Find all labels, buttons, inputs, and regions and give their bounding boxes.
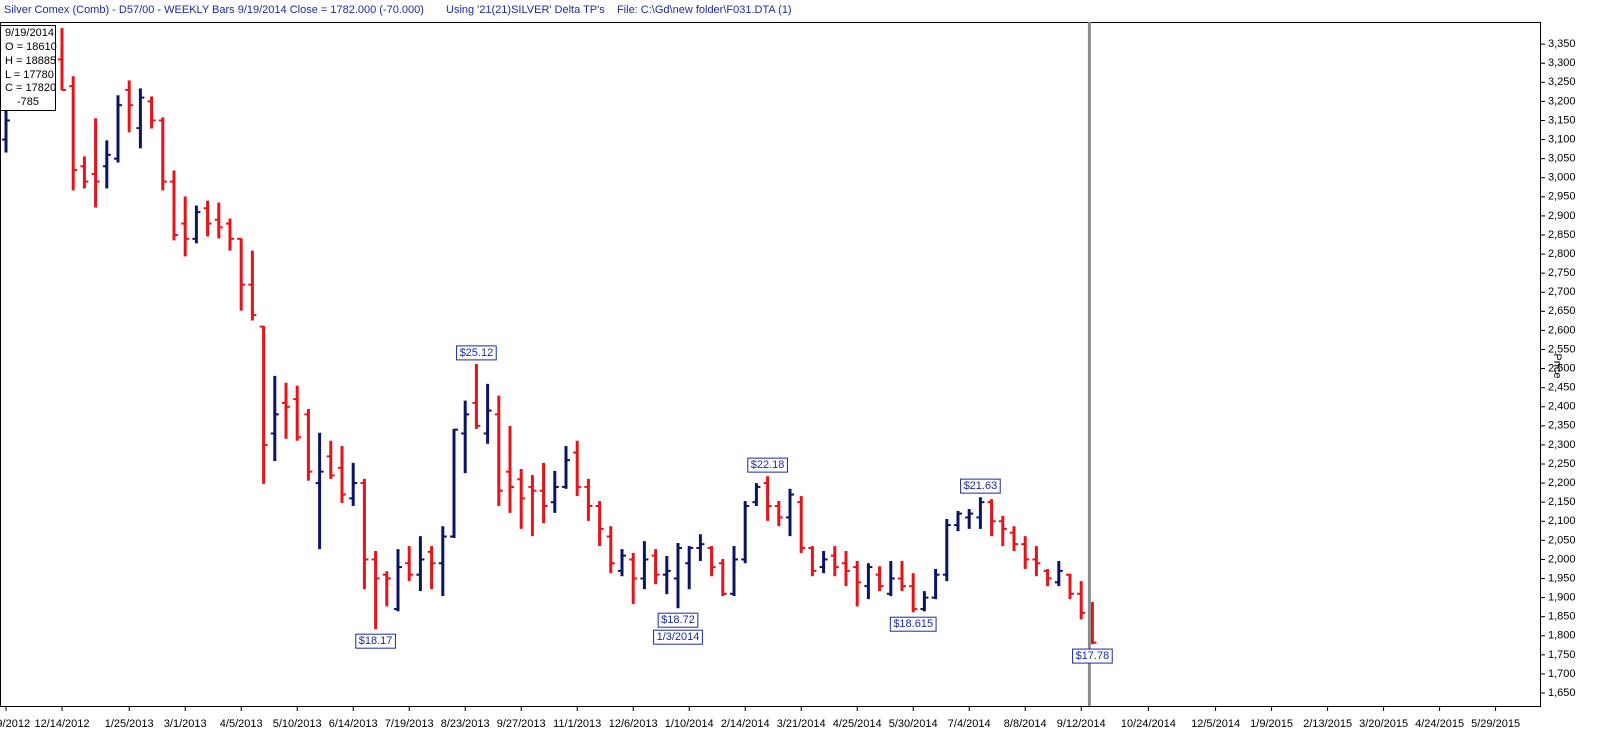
label-box — [456, 345, 497, 361]
x-tick-label: 8/8/2014 — [1004, 718, 1047, 730]
label-box — [657, 612, 699, 628]
y-tick-label: 2,250 — [1548, 458, 1576, 470]
y-tick-label: 2,850 — [1548, 229, 1576, 241]
y-tick-label: 1,750 — [1548, 649, 1576, 661]
y-tick-label: 2,450 — [1548, 382, 1576, 394]
x-tick-label: 7/19/2013 — [385, 718, 434, 730]
y-tick-label: 1,850 — [1548, 611, 1576, 623]
data-label: $18.615 — [893, 618, 933, 630]
x-tick-label: 9/12/2014 — [1057, 718, 1106, 730]
x-tick-label: 8/23/2013 — [441, 718, 490, 730]
info-change: -785 — [17, 96, 39, 108]
y-tick-label: 1,950 — [1548, 572, 1576, 584]
x-tick-label: 1/10/2014 — [665, 718, 714, 730]
x-tick-label: 5/29/2015 — [1471, 718, 1520, 730]
x-tick-label: 6/14/2013 — [329, 718, 378, 730]
y-tick-label: 1,700 — [1548, 668, 1576, 680]
y-tick-label: 3,250 — [1548, 76, 1576, 88]
x-tick-label: 1/9/2015 — [1250, 718, 1293, 730]
header-study: Using '21(21)SILVER' Delta TP's File: C:… — [446, 4, 792, 16]
y-tick-label: 2,950 — [1548, 191, 1576, 203]
info-box: 9/19/2014 O = 18610 H = 18885 L = 17780 … — [0, 25, 57, 111]
info-low: L = 17780 — [5, 69, 54, 81]
y-tick-label: 3,200 — [1548, 95, 1576, 107]
info-date: 9/19/2014 — [5, 27, 54, 39]
y-tick-label: 2,100 — [1548, 515, 1576, 527]
y-axis-title: Price — [1551, 353, 1563, 378]
y-tick-label: 2,150 — [1548, 496, 1576, 508]
y-tick-label: 2,050 — [1548, 534, 1576, 546]
x-tick-label: 3/20/2015 — [1359, 718, 1408, 730]
x-tick-label: 4/25/2014 — [833, 718, 882, 730]
y-tick-label: 3,100 — [1548, 133, 1576, 145]
data-label: $17.78 — [1076, 650, 1110, 662]
y-tick-label: 2,600 — [1548, 324, 1576, 336]
x-tick-label: 3/21/2014 — [777, 718, 826, 730]
y-tick-label: 1,800 — [1548, 630, 1576, 642]
x-tick-label: 12/6/2013 — [609, 718, 658, 730]
y-tick-label: 3,350 — [1548, 38, 1576, 50]
x-tick-label: 5/30/2014 — [889, 718, 938, 730]
label-box — [1072, 648, 1113, 664]
x-tick-label: 12/5/2014 — [1191, 718, 1240, 730]
x-tick-label: 12/14/2012 — [34, 718, 89, 730]
x-tick-label: 4/24/2015 — [1415, 718, 1464, 730]
x-tick-label: 3/1/2013 — [164, 718, 207, 730]
info-high: H = 18885 — [5, 55, 56, 67]
plot-frame — [0, 22, 1541, 707]
info-close: C = 17820 — [5, 82, 56, 94]
data-label: $18.72 — [661, 614, 695, 626]
data-label: $18.17 — [359, 635, 393, 647]
y-tick-label: 2,350 — [1548, 420, 1576, 432]
label-box — [653, 629, 703, 645]
x-tick-label: 11/1/2013 — [553, 718, 601, 730]
x-tick-label: 11/9/2012 — [0, 718, 30, 730]
y-tick-label: 2,000 — [1548, 553, 1576, 565]
x-tick-label: 5/10/2013 — [273, 718, 322, 730]
x-tick-label: 9/27/2013 — [497, 718, 546, 730]
header-title: Silver Comex (Comb) - D57/00 - WEEKLY Ba… — [4, 4, 424, 16]
y-tick-label: 2,800 — [1548, 248, 1576, 260]
info-open: O = 18610 — [5, 41, 57, 53]
y-tick-label: 2,650 — [1548, 305, 1576, 317]
x-tick-label: 1/25/2013 — [105, 718, 154, 730]
data-label: $22.18 — [751, 459, 785, 471]
y-tick-label: 1,900 — [1548, 592, 1576, 604]
data-label: $21.63 — [964, 480, 998, 492]
info-box-frame — [0, 25, 56, 111]
data-label: 1/3/2014 — [657, 631, 700, 643]
y-tick-label: 3,300 — [1548, 57, 1576, 69]
x-tick-label: 2/13/2015 — [1303, 718, 1352, 730]
y-tick-label: 2,900 — [1548, 210, 1576, 222]
y-tick-label: 1,650 — [1548, 687, 1576, 699]
label-box — [747, 457, 788, 473]
y-tick-label: 2,400 — [1548, 401, 1576, 413]
label-box — [960, 478, 1001, 494]
x-tick-label: 7/4/2014 — [948, 718, 991, 730]
plot-area: 1,650 1,700 1,750 1,800 1,850 1,900 1,950 2,000… — [0, 22, 1576, 730]
x-tick-label: 2/14/2014 — [721, 718, 770, 730]
y-tick-label: 2,700 — [1548, 286, 1576, 298]
y-tick-label: 2,200 — [1548, 477, 1576, 489]
y-tick-label: 2,500 — [1548, 362, 1576, 374]
x-tick-label: 10/24/2014 — [1121, 718, 1176, 730]
y-tick-label: 2,550 — [1548, 343, 1576, 355]
label-box — [889, 616, 937, 632]
y-tick-label: 3,050 — [1548, 153, 1576, 165]
data-label: $25.12 — [460, 347, 494, 359]
y-tick-label: 2,300 — [1548, 439, 1576, 451]
x-tick-label: 4/5/2013 — [220, 718, 263, 730]
y-tick-label: 3,000 — [1548, 172, 1576, 184]
y-tick-label: 3,150 — [1548, 114, 1576, 126]
label-box — [355, 633, 396, 649]
y-tick-label: 2,750 — [1548, 267, 1576, 279]
